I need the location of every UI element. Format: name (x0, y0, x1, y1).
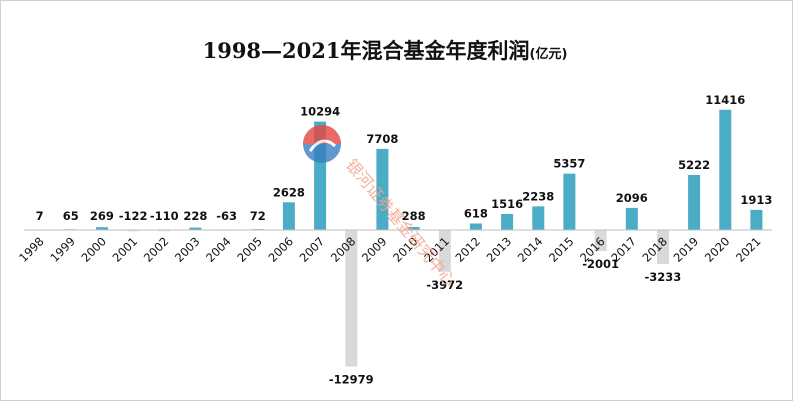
bar-2001 (127, 230, 140, 232)
x-tick-label: 2002 (141, 234, 172, 265)
data-label: 5222 (678, 158, 710, 172)
data-labels: 7 65 269 -122 -110 228 -63 72 2628 10294 -12979 770… (36, 93, 773, 387)
x-tick-label: 2013 (484, 234, 515, 265)
x-tick-label: 2020 (702, 234, 733, 265)
data-label: -12979 (329, 373, 374, 387)
data-label: 288 (402, 209, 426, 223)
data-label: -63 (216, 209, 237, 223)
chart-title: 1998—2021年混合基金年度利润(亿元) (203, 38, 568, 63)
data-label: 618 (464, 207, 488, 221)
bar-2006 (282, 202, 295, 230)
data-label: -3972 (426, 278, 463, 292)
bar-2021 (750, 209, 763, 230)
x-tick-label: 2003 (172, 234, 203, 265)
data-label: 7 (36, 209, 44, 223)
data-label: 2628 (273, 185, 305, 199)
bar-2012 (469, 223, 482, 230)
data-label: 2238 (522, 189, 554, 203)
chart-title-main: 1998—2021年混合基金年度利润 (203, 38, 530, 63)
x-tick-label: 2021 (733, 234, 764, 265)
data-label: -110 (150, 209, 179, 223)
bar-2003 (189, 227, 202, 230)
bar-2016 (594, 230, 607, 252)
x-tick-label: 2006 (265, 234, 296, 265)
x-tick-label: 2004 (203, 234, 234, 265)
bar-2018 (656, 230, 669, 264)
bar-2008 (345, 230, 358, 367)
data-label: 72 (250, 209, 266, 223)
data-label: 228 (183, 209, 207, 223)
x-tick-label: 2014 (515, 234, 546, 265)
data-label: 10294 (300, 105, 340, 119)
x-tick-label: 1999 (47, 234, 78, 265)
data-label: 1913 (740, 193, 772, 207)
watermark-logo (303, 125, 341, 163)
bar-2020 (719, 109, 732, 230)
watermark-text: 银河证券基金研究中心 (342, 155, 459, 290)
bar-2011 (438, 230, 451, 272)
bar-2009 (376, 148, 389, 230)
bars-group (33, 109, 763, 367)
data-label: 7708 (366, 132, 398, 146)
bar-2019 (688, 175, 701, 230)
data-label: 269 (90, 209, 114, 223)
data-label: 5357 (553, 157, 585, 171)
x-tick-labels: 1998 1999 2000 2001 2002 2003 2004 2005 2006 2007… (16, 234, 763, 265)
x-tick-label: 2007 (297, 234, 328, 265)
data-label: -3233 (645, 270, 682, 284)
data-label: 2096 (616, 191, 648, 205)
x-tick-label: 2000 (78, 234, 109, 265)
data-label: -2001 (582, 257, 619, 271)
data-label: 11416 (705, 93, 745, 107)
x-tick-label: 2019 (671, 234, 702, 265)
bar-2017 (625, 207, 638, 230)
x-tick-label: 1998 (16, 234, 47, 265)
data-label: 65 (63, 209, 79, 223)
bar-2014 (532, 206, 545, 230)
bar-2010 (407, 227, 420, 230)
data-label: 1516 (491, 197, 523, 211)
bar-2002 (158, 230, 171, 232)
x-tick-label: 2015 (546, 234, 577, 265)
bar-2015 (563, 173, 576, 230)
chart-title-unit: (亿元) (530, 46, 568, 62)
bar-2013 (501, 214, 514, 230)
x-tick-label: 2005 (234, 234, 265, 265)
data-label: -122 (119, 209, 148, 223)
bar-2000 (95, 227, 108, 230)
x-tick-label: 2009 (359, 234, 390, 265)
x-tick-label: 2012 (452, 234, 483, 265)
x-tick-label: 2001 (110, 234, 141, 265)
